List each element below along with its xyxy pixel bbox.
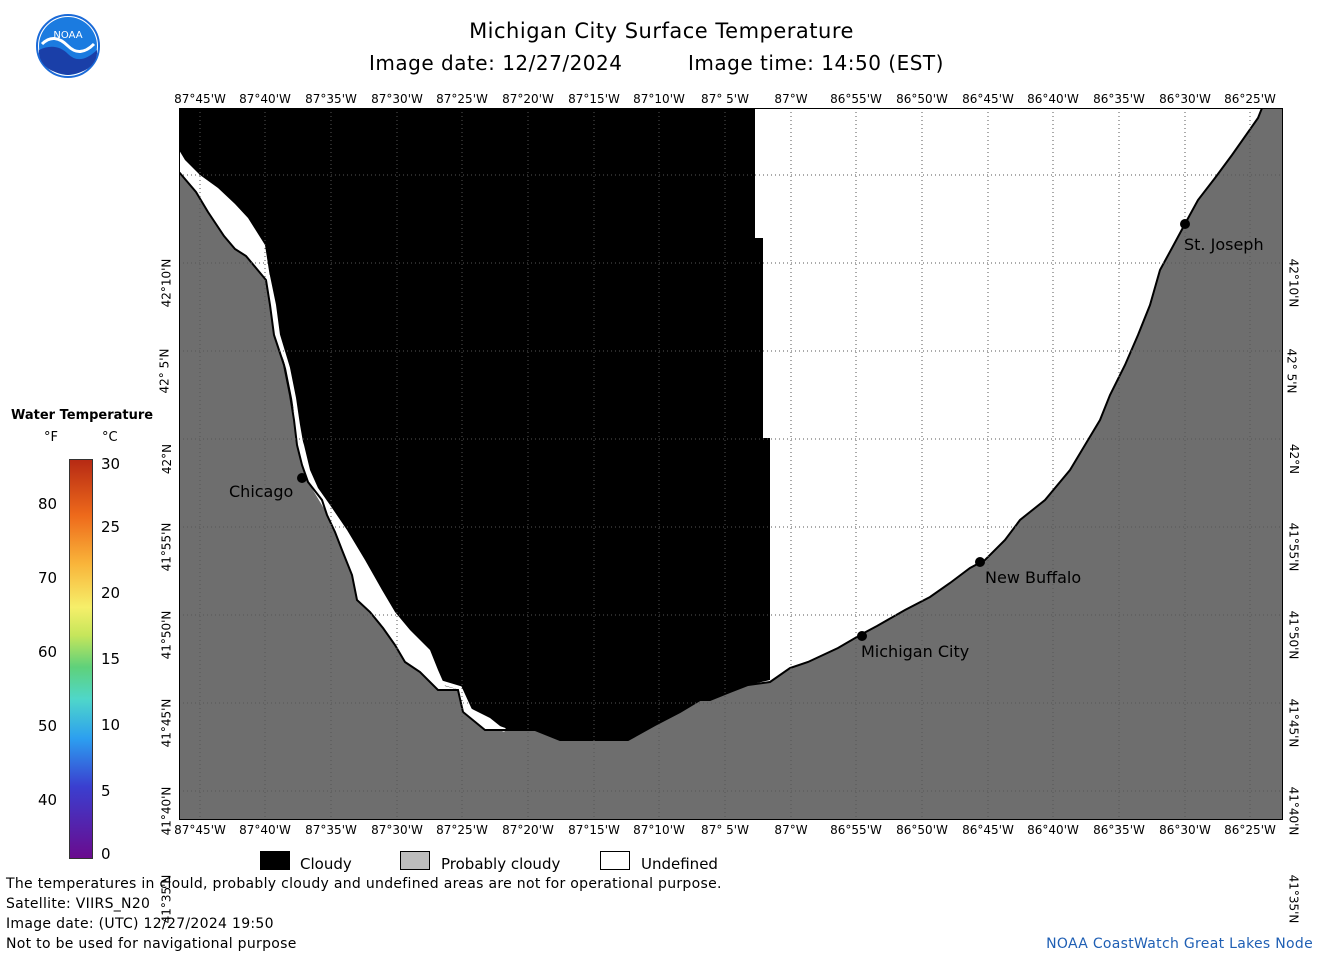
lat-label: 42° 5'N bbox=[157, 348, 172, 394]
legend-swatch-undefined bbox=[600, 851, 630, 870]
logo-text: NOAA bbox=[53, 30, 82, 41]
lat-label: 41°40'N bbox=[1286, 786, 1301, 836]
city-marker-michigan-city bbox=[857, 631, 867, 641]
city-label-michigan-city: Michigan City bbox=[861, 642, 970, 661]
f-tick: 70 bbox=[38, 569, 58, 587]
city-marker-st-joseph bbox=[1180, 219, 1190, 229]
lon-label: 87°20'W bbox=[502, 823, 554, 837]
city-marker-chicago bbox=[297, 473, 307, 483]
noaa-logo: NOAA bbox=[36, 14, 100, 78]
lon-label: 87°10'W bbox=[633, 92, 685, 106]
lon-label: 87°40'W bbox=[239, 92, 291, 106]
lon-label: 87°W bbox=[774, 823, 808, 837]
lon-label: 86°50'W bbox=[896, 92, 948, 106]
lon-label: 86°30'W bbox=[1159, 823, 1211, 837]
lat-label: 41°35'N bbox=[1286, 874, 1301, 924]
lon-label: 87°40'W bbox=[239, 823, 291, 837]
lon-label: 86°35'W bbox=[1093, 92, 1145, 106]
city-label-chicago: Chicago bbox=[229, 482, 294, 501]
c-tick: 0 bbox=[101, 845, 111, 863]
lat-label: 41°55'N bbox=[159, 522, 174, 572]
f-tick: 50 bbox=[38, 717, 58, 735]
scale-title: Water Temperature bbox=[11, 408, 154, 423]
coast-line bbox=[179, 108, 1263, 741]
lat-label: 42°N bbox=[1287, 443, 1302, 475]
lat-label: 41°50'N bbox=[1286, 610, 1301, 660]
lon-label: 87°25'W bbox=[436, 823, 488, 837]
right-lat-labels: 42°10'N 42° 5'N 42°N 41°55'N 41°50'N 41°… bbox=[1284, 108, 1305, 924]
lon-label: 87°30'W bbox=[371, 92, 423, 106]
lon-label: 87°35'W bbox=[305, 92, 357, 106]
lon-label: 86°40'W bbox=[1027, 92, 1079, 106]
lon-label: 87° 5'W bbox=[701, 823, 749, 837]
lat-label: 41°40'N bbox=[159, 786, 174, 836]
city-marker-new-buffalo bbox=[975, 557, 985, 567]
c-tick: 25 bbox=[101, 518, 121, 536]
legend-label-probably-cloudy: Probably cloudy bbox=[441, 855, 561, 873]
lon-label: 86°50'W bbox=[896, 823, 948, 837]
map-frame bbox=[179, 108, 1283, 820]
f-tick: 60 bbox=[38, 643, 58, 661]
c-tick: 20 bbox=[101, 584, 121, 602]
lat-label: 42°10'N bbox=[1286, 258, 1301, 308]
lon-label: 87°30'W bbox=[371, 823, 423, 837]
navigation-warning: Not to be used for navigational purpose bbox=[6, 936, 297, 952]
legend-swatch-probably-cloudy bbox=[400, 851, 430, 870]
legend-label-undefined: Undefined bbox=[641, 855, 718, 873]
c-tick: 15 bbox=[101, 650, 121, 668]
c-tick: 10 bbox=[101, 716, 121, 734]
lon-label: 86°55'W bbox=[830, 92, 882, 106]
legend-swatch-cloudy bbox=[260, 851, 290, 870]
lon-label: 87°45'W bbox=[174, 823, 226, 837]
lon-label: 86°25'W bbox=[1224, 823, 1276, 837]
land-area bbox=[179, 108, 1283, 820]
lon-label: 86°45'W bbox=[962, 92, 1014, 106]
satellite-text: Satellite: VIIRS_N20 bbox=[6, 896, 151, 912]
f-tick: 40 bbox=[38, 791, 58, 809]
lat-label: 41°50'N bbox=[159, 610, 174, 660]
lon-label: 87°45'W bbox=[174, 92, 226, 106]
f-tick: 80 bbox=[38, 495, 58, 513]
lat-label: 41°55'N bbox=[1286, 522, 1301, 572]
lon-label: 87°W bbox=[774, 92, 808, 106]
city-label-st-joseph: St. Joseph bbox=[1184, 235, 1264, 254]
lon-label: 86°45'W bbox=[962, 823, 1014, 837]
lon-label: 87°15'W bbox=[568, 92, 620, 106]
lon-label: 86°55'W bbox=[830, 823, 882, 837]
lon-label: 87°35'W bbox=[305, 823, 357, 837]
legend-label-cloudy: Cloudy bbox=[300, 855, 352, 873]
lon-label: 86°25'W bbox=[1224, 92, 1276, 106]
lon-label: 87°25'W bbox=[436, 92, 488, 106]
lat-label: 41°45'N bbox=[1286, 698, 1301, 748]
lat-label: 42° 5'N bbox=[1284, 348, 1299, 394]
unit-celsius: °C bbox=[102, 430, 118, 445]
map-panel bbox=[179, 108, 1283, 820]
lat-label: 42°N bbox=[160, 443, 175, 475]
city-label-new-buffalo: New Buffalo bbox=[985, 568, 1082, 587]
c-tick: 5 bbox=[101, 782, 111, 800]
unit-fahrenheit: °F bbox=[44, 430, 58, 445]
cloudy-area bbox=[179, 108, 770, 740]
bottom-lon-labels: 87°45'W 87°40'W 87°35'W 87°30'W 87°25'W … bbox=[0, 823, 1323, 839]
lon-label: 87° 5'W bbox=[701, 92, 749, 106]
lon-label: 87°10'W bbox=[633, 823, 685, 837]
lat-label: 41°45'N bbox=[159, 698, 174, 748]
disclaimer-text: The temperatures in clould, probably clo… bbox=[6, 876, 722, 892]
graticule bbox=[179, 108, 1283, 820]
lon-label: 86°30'W bbox=[1159, 92, 1211, 106]
image-date: Image date: 12/27/2024 bbox=[369, 51, 623, 75]
c-tick: 30 bbox=[101, 455, 121, 473]
top-lon-labels: 87°45'W 87°40'W 87°35'W 87°30'W 87°25'W … bbox=[0, 92, 1323, 108]
lon-label: 86°40'W bbox=[1027, 823, 1079, 837]
lon-label: 86°35'W bbox=[1093, 823, 1145, 837]
lon-label: 87°20'W bbox=[502, 92, 554, 106]
utc-date-text: Image date: (UTC) 12/27/2024 19:50 bbox=[6, 916, 274, 932]
page-title: Michigan City Surface Temperature bbox=[469, 19, 854, 43]
image-time: Image time: 14:50 (EST) bbox=[688, 51, 944, 75]
lat-label: 42°10'N bbox=[159, 258, 174, 308]
color-scale-bar bbox=[69, 459, 93, 859]
lon-label: 87°15'W bbox=[568, 823, 620, 837]
credit-text: NOAA CoastWatch Great Lakes Node bbox=[1046, 936, 1313, 952]
left-lat-labels: 42°10'N 42° 5'N 42°N 41°55'N 41°50'N 41°… bbox=[157, 108, 178, 924]
